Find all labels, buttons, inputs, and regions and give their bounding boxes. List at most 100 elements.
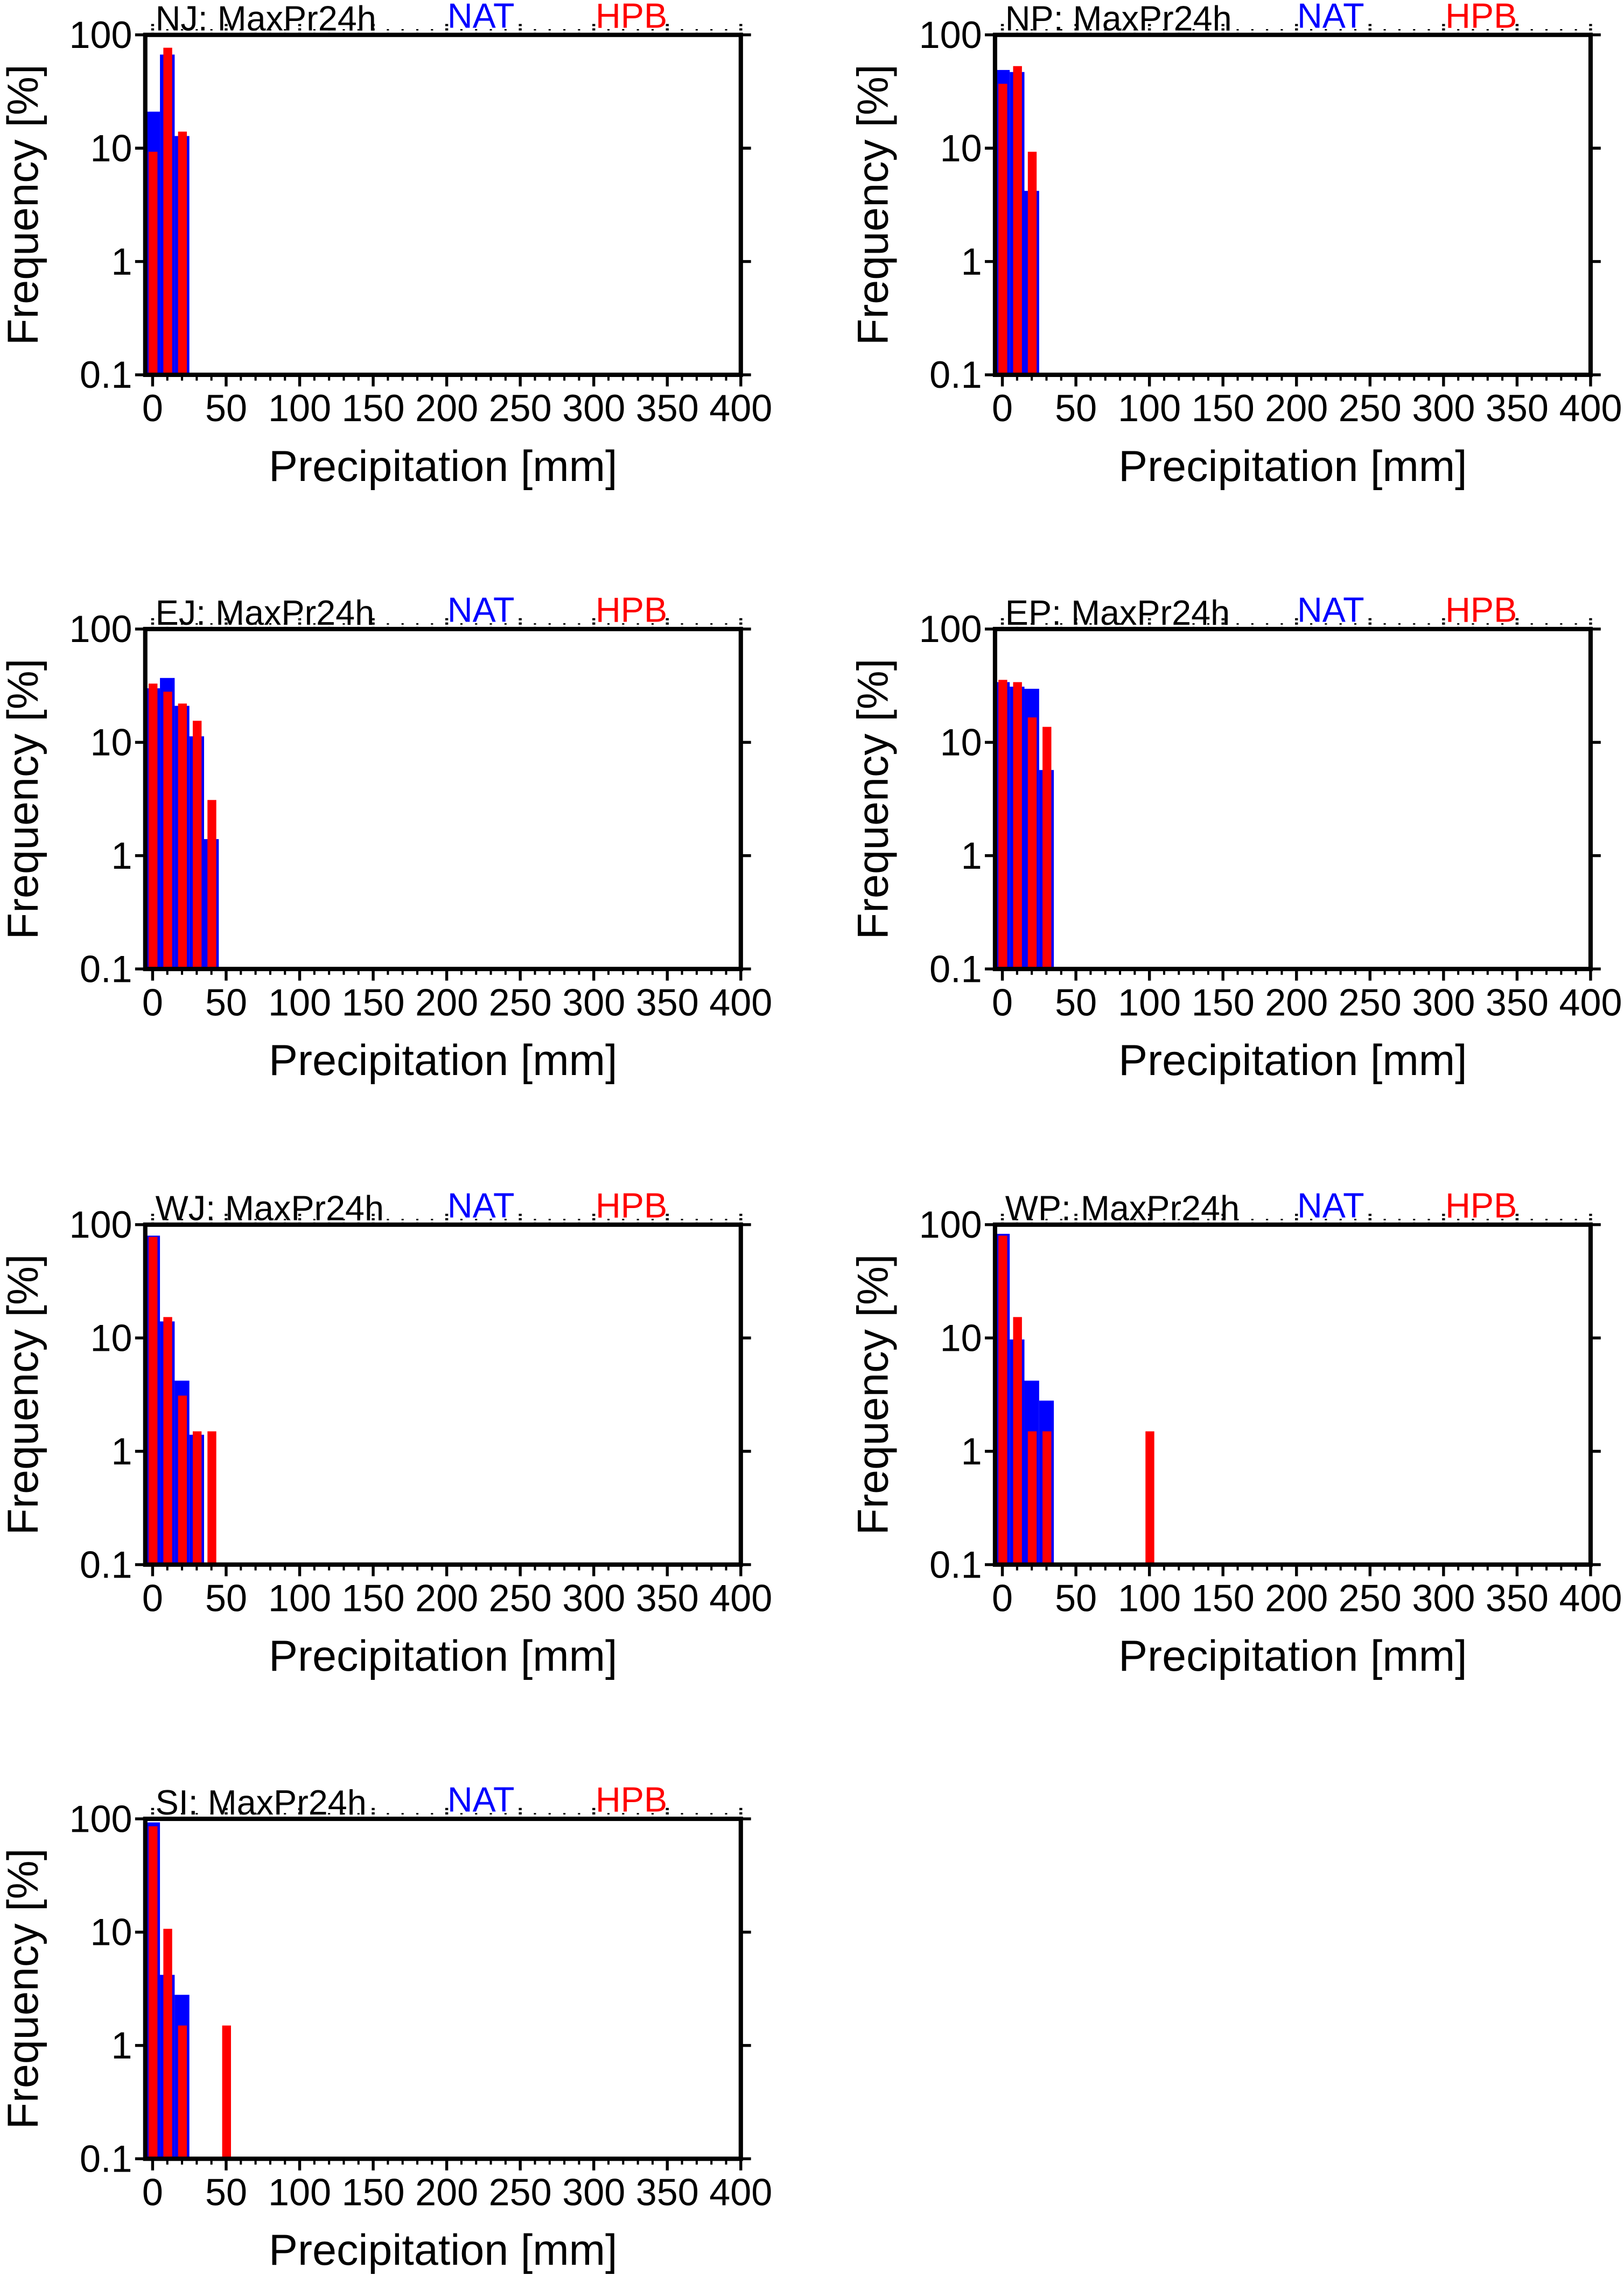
bar-hpb bbox=[1042, 727, 1052, 969]
x-tick-label: 300 bbox=[562, 2172, 625, 2214]
x-tick-label: 200 bbox=[1265, 387, 1328, 429]
y-tick-label: 10 bbox=[90, 1911, 132, 1953]
plot-frame bbox=[992, 626, 1593, 972]
y-tick-label: 0.1 bbox=[80, 354, 132, 396]
x-tick-label: 400 bbox=[709, 2172, 772, 2214]
y-tick-label: 0.1 bbox=[80, 948, 132, 990]
y-tick-label: 100 bbox=[919, 1204, 982, 1246]
y-tick-label: 10 bbox=[940, 722, 982, 764]
bar-hpb bbox=[1013, 66, 1022, 375]
x-axis-label: Precipitation [mm] bbox=[269, 442, 617, 491]
y-tick-label: 1 bbox=[961, 241, 982, 283]
bar-hpb bbox=[192, 1431, 202, 1565]
y-tick-label: 0.1 bbox=[80, 2138, 132, 2180]
x-tick-label: 100 bbox=[268, 2172, 331, 2214]
x-tick-label: 250 bbox=[1339, 981, 1402, 1023]
x-tick-label: 150 bbox=[342, 981, 405, 1023]
bar-hpb bbox=[163, 692, 172, 969]
chart-panel-ej: 0 50 100 150 200 250 300 350 4001001010.1Precipi… bbox=[0, 590, 772, 1085]
x-tick-label: 0 bbox=[142, 2172, 163, 2214]
x-tick-label: 50 bbox=[1055, 1577, 1097, 1619]
plot-area bbox=[995, 1224, 1591, 1565]
x-tick-label: 50 bbox=[1055, 981, 1097, 1023]
x-tick-label: 150 bbox=[342, 2172, 405, 2214]
x-tick-label: 0 bbox=[992, 981, 1013, 1023]
legend-hpb: HPB bbox=[596, 1185, 667, 1225]
x-tick-label: 100 bbox=[1118, 1577, 1181, 1619]
x-tick-label: 400 bbox=[709, 1577, 772, 1619]
y-tick-label: 10 bbox=[90, 1317, 132, 1359]
chart-panel-np: 0 50 100 150 200 250 300 350 4001001010.1Precipi… bbox=[849, 0, 1622, 491]
x-axis-label: Precipitation [mm] bbox=[1118, 1632, 1467, 1680]
y-tick-label: 1 bbox=[961, 1430, 982, 1473]
y-tick-label: 100 bbox=[919, 608, 982, 650]
x-tick-label: 300 bbox=[1412, 981, 1475, 1023]
x-tick-label: 50 bbox=[1055, 387, 1097, 429]
x-tick-label: 200 bbox=[1265, 981, 1328, 1023]
x-tick-label: 0 bbox=[992, 387, 1013, 429]
x-tick-label: 400 bbox=[709, 387, 772, 429]
legend-nat: NAT bbox=[447, 590, 515, 629]
y-tick-label: 1 bbox=[111, 2025, 132, 2067]
x-tick-label: 100 bbox=[268, 1577, 331, 1619]
x-tick-label: 250 bbox=[1339, 387, 1402, 429]
x-tick-label: 200 bbox=[415, 387, 478, 429]
x-axis-label: Precipitation [mm] bbox=[269, 1632, 617, 1680]
plot-area bbox=[145, 1819, 741, 2159]
x-tick-label: 400 bbox=[1559, 981, 1622, 1023]
x-tick-label: 350 bbox=[1486, 387, 1549, 429]
legend-hpb: HPB bbox=[596, 0, 667, 35]
plot-frame bbox=[143, 32, 743, 377]
bar-hpb bbox=[1013, 682, 1022, 969]
bar-hpb bbox=[149, 151, 158, 375]
plot-area bbox=[145, 1224, 741, 1565]
x-tick-label: 100 bbox=[268, 387, 331, 429]
x-tick-label: 50 bbox=[205, 2172, 247, 2214]
x-tick-label: 0 bbox=[142, 387, 163, 429]
bar-hpb bbox=[192, 721, 202, 969]
legend-hpb: HPB bbox=[1445, 1185, 1517, 1225]
x-tick-label: 300 bbox=[562, 981, 625, 1023]
bar-hpb bbox=[998, 83, 1007, 375]
x-tick-label: 200 bbox=[415, 981, 478, 1023]
y-tick-label: 10 bbox=[940, 1317, 982, 1359]
y-tick-label: 100 bbox=[919, 14, 982, 56]
bar-hpb bbox=[178, 131, 187, 375]
y-axis-label: Frequency [%] bbox=[849, 1254, 897, 1536]
x-axis-label: Precipitation [mm] bbox=[269, 1036, 617, 1085]
y-tick-label: 10 bbox=[90, 722, 132, 764]
x-tick-label: 300 bbox=[1412, 1577, 1475, 1619]
y-tick-label: 100 bbox=[69, 1798, 132, 1840]
bar-hpb bbox=[163, 1317, 172, 1565]
plot-area bbox=[145, 629, 741, 969]
x-tick-label: 50 bbox=[205, 981, 247, 1023]
bar-hpb bbox=[1027, 717, 1037, 969]
x-tick-label: 400 bbox=[709, 981, 772, 1023]
plot-frame bbox=[143, 626, 743, 972]
legend-hpb: HPB bbox=[596, 590, 667, 629]
x-tick-label: 350 bbox=[636, 2172, 699, 2214]
bar-hpb bbox=[998, 680, 1007, 969]
plot-frame bbox=[143, 1816, 743, 2161]
y-axis-label: Frequency [%] bbox=[0, 659, 47, 940]
x-tick-label: 400 bbox=[1559, 1577, 1622, 1619]
chart-panel-ep: 0 50 100 150 200 250 300 350 4001001010.1Precipi… bbox=[849, 590, 1622, 1085]
y-tick-label: 100 bbox=[69, 14, 132, 56]
x-tick-label: 100 bbox=[268, 981, 331, 1023]
legend-nat: NAT bbox=[1297, 0, 1364, 35]
bar-hpb bbox=[207, 1431, 216, 1565]
bar-hpb bbox=[178, 2025, 187, 2159]
x-tick-label: 100 bbox=[1118, 387, 1181, 429]
chart-panel-nj: 0 50 100 150 200 250 300 350 4001001010.1Precipi… bbox=[0, 0, 772, 491]
x-tick-label: 150 bbox=[1192, 1577, 1255, 1619]
x-tick-label: 200 bbox=[415, 2172, 478, 2214]
plot-area bbox=[995, 629, 1591, 969]
legend-nat: NAT bbox=[1297, 1185, 1364, 1225]
panel-title: NP: MaxPr24h bbox=[1005, 0, 1232, 38]
panel-title: WP: MaxPr24h bbox=[1005, 1189, 1240, 1228]
x-tick-label: 250 bbox=[1339, 1577, 1402, 1619]
panel-title: NJ: MaxPr24h bbox=[156, 0, 376, 38]
x-tick-label: 250 bbox=[489, 1577, 552, 1619]
x-tick-label: 300 bbox=[562, 387, 625, 429]
